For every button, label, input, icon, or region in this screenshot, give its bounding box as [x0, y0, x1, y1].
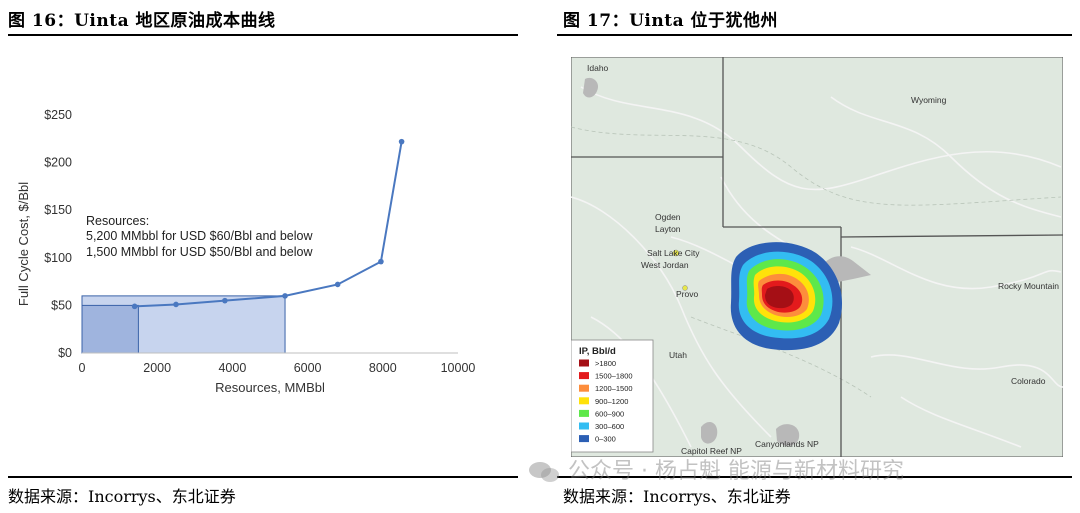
shaded-region-2	[81, 304, 139, 354]
data-point	[334, 281, 341, 288]
right-source-rule	[557, 476, 1072, 478]
label-canyonlands: Canyonlands NP	[755, 439, 819, 449]
y-tick-label: $100	[44, 251, 72, 265]
legend-items: >1800 1500–1800 1200–1500 900–1200 600–900 30…	[579, 359, 633, 444]
lake-shape-2	[701, 421, 718, 444]
legend-label: 1200–1500	[595, 384, 633, 393]
label-provo: Provo	[676, 289, 698, 299]
shaded-regions	[81, 295, 286, 354]
data-point	[173, 301, 179, 308]
y-tick-label: $200	[44, 156, 72, 170]
label-salt-lake-city: Salt Lake City	[647, 248, 700, 258]
left-title-rule	[8, 34, 518, 36]
map-legend: IP, Bbl/d >1800 1500–1800 1200–1500 900–120…	[571, 339, 654, 453]
label-colorado: Colorado	[1011, 376, 1046, 386]
production-heatmap	[730, 242, 843, 351]
y-tick-label: $150	[44, 203, 72, 217]
x-axis-label: Resources, MMBbl	[215, 380, 325, 395]
watermark: 公众号 · 杨占魁 能源与新材料研究	[527, 453, 904, 485]
x-tick-label: 4000	[218, 361, 246, 375]
left-source-note: 数据来源：Incorrys、东北证券	[8, 487, 236, 506]
legend-swatch	[579, 422, 589, 430]
data-point	[131, 303, 138, 310]
x-tick-labels: 0 2000 4000 6000 8000 10000	[79, 361, 476, 375]
annotation-line-2: 5,200 MMbbl for USD $60/Bbl and below	[86, 229, 313, 243]
label-layton: Layton	[655, 224, 681, 234]
label-utah: Utah	[669, 350, 687, 360]
legend-label: 0–300	[595, 435, 616, 444]
data-point	[222, 297, 228, 304]
lake-shape	[583, 77, 599, 98]
annotation-line-3: 1,500 MMbbl for USD $50/Bbl and below	[86, 245, 313, 259]
annotation-text: Resources: 5,200 MMbbl for USD $60/Bbl a…	[86, 214, 313, 259]
wechat-icon	[529, 462, 559, 482]
label-west-jordan: West Jordan	[641, 260, 689, 270]
uinta-location-map: Idaho Wyoming Ogden Layton Salt Lake Cit…	[571, 57, 1063, 457]
legend-label: 300–600	[595, 422, 624, 431]
x-tick-label: 10000	[441, 361, 476, 375]
y-tick-label: $250	[44, 108, 72, 122]
label-capitol-reef: Capitol Reef NP	[681, 446, 742, 456]
cost-curve-chart: $0 $50 $100 $150 $200 $250 0 2000 4000 6000 8000 1…	[16, 108, 476, 395]
right-source-note: 数据来源：Incorrys、东北证券	[563, 487, 791, 506]
legend-swatch	[579, 359, 589, 367]
left-source-rule	[8, 476, 518, 478]
watermark-text: 公众号 · 杨占魁 能源与新材料研究	[568, 459, 904, 484]
legend-title: IP, Bbl/d	[579, 346, 616, 357]
label-rocky-mountain: Rocky Mountain	[998, 281, 1059, 291]
legend-swatch	[579, 397, 589, 405]
legend-swatch	[579, 372, 589, 380]
legend-swatch	[579, 435, 589, 443]
label-wyoming: Wyoming	[911, 95, 947, 105]
annotation-line-1: Resources:	[86, 214, 149, 228]
y-axis-label: Full Cycle Cost, $/Bbl	[16, 182, 31, 306]
data-point	[282, 293, 288, 299]
y-tick-labels: $0 $50 $100 $150 $200 $250	[44, 108, 72, 360]
legend-label: 600–900	[595, 409, 624, 418]
x-tick-label: 8000	[369, 361, 397, 375]
x-tick-label: 0	[79, 361, 86, 375]
cost-curve-line	[134, 141, 403, 308]
x-tick-label: 2000	[143, 361, 171, 375]
data-point	[378, 258, 384, 265]
legend-label: 1500–1800	[595, 372, 633, 381]
y-tick-label: $0	[58, 346, 72, 360]
data-points	[131, 138, 405, 310]
label-ogden: Ogden	[655, 212, 681, 222]
legend-swatch	[579, 409, 589, 417]
lake-shape-3	[776, 424, 800, 446]
legend-swatch	[579, 384, 589, 392]
label-idaho: Idaho	[587, 63, 609, 73]
right-figure-title: 图 17：Uinta 位于犹他州	[563, 11, 779, 31]
legend-label: >1800	[595, 359, 616, 368]
data-point	[398, 138, 405, 145]
x-tick-label: 6000	[294, 361, 322, 375]
y-tick-label: $50	[51, 298, 72, 312]
city-markers	[672, 249, 688, 291]
legend-label: 900–1200	[595, 397, 628, 406]
right-title-rule	[557, 34, 1072, 36]
left-figure-title: 图 16：Uinta 地区原油成本曲线	[8, 11, 276, 31]
